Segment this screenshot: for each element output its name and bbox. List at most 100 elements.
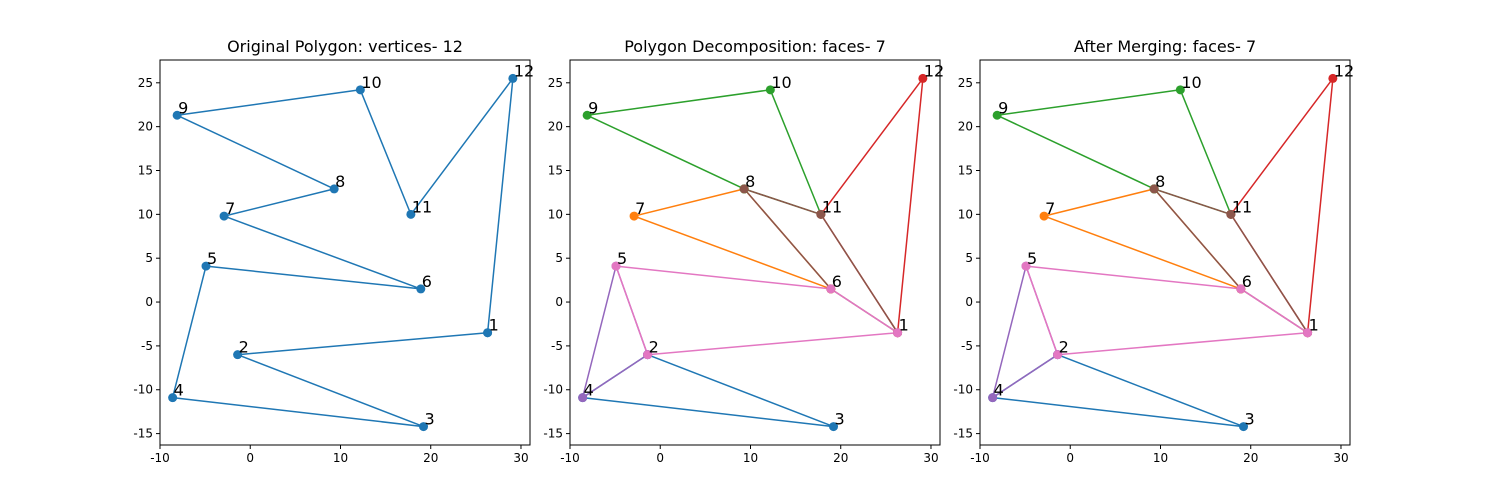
vertex-label: 2: [649, 338, 659, 357]
vertex-point: [582, 110, 592, 120]
vertex-label: 3: [1245, 410, 1255, 429]
vertex-label: 12: [514, 61, 534, 80]
vertex-point: [419, 422, 429, 432]
vertex-point: [578, 393, 588, 403]
y-tick-label: 15: [548, 164, 563, 178]
vertex-point: [1021, 261, 1031, 271]
vertex-point: [643, 350, 653, 360]
subplot-title: Polygon Decomposition: faces- 7: [624, 37, 886, 56]
vertex-point: [1149, 184, 1159, 194]
y-tick-label: -5: [551, 339, 563, 353]
subplot-title: Original Polygon: vertices- 12: [227, 37, 463, 56]
y-tick-label: -10: [133, 383, 153, 397]
vertex-label: 8: [1155, 172, 1165, 191]
vertex-label: 4: [584, 381, 594, 400]
vertex-label: 7: [1045, 199, 1055, 218]
vertex-label: 5: [207, 249, 217, 268]
face-edges: [586, 89, 822, 216]
vertex-label: 10: [1181, 73, 1201, 92]
y-tick-label: 20: [138, 120, 153, 134]
vertex-label: 1: [489, 316, 499, 335]
vertex-label: 4: [174, 381, 184, 400]
vertex-label: 12: [924, 61, 944, 80]
vertex-point: [1303, 328, 1313, 338]
vertex-point: [172, 110, 182, 120]
x-tick-label: 20: [1243, 451, 1258, 465]
y-tick-label: 25: [548, 76, 563, 90]
face-edges: [1043, 188, 1242, 290]
face-edges: [996, 89, 1232, 216]
vertex-point: [201, 261, 211, 271]
y-tick-label: 20: [958, 120, 973, 134]
vertex-point: [1226, 209, 1236, 219]
x-tick-label: 0: [1066, 451, 1074, 465]
y-tick-label: 0: [145, 295, 153, 309]
vertex-point: [765, 85, 775, 95]
vertex-label: 6: [1242, 272, 1252, 291]
x-tick-label: 10: [333, 451, 348, 465]
vertex-point: [406, 209, 416, 219]
vertex-label: 3: [835, 410, 845, 429]
y-tick-label: 5: [965, 251, 973, 265]
y-tick-label: -5: [141, 339, 153, 353]
vertex-point: [483, 328, 493, 338]
vertex-point: [355, 85, 365, 95]
subplot-after-merging: After Merging: faces- 7 -10 0 10 20 30-15-10…: [953, 37, 1354, 465]
vertex-point: [611, 261, 621, 271]
y-tick-label: 5: [145, 251, 153, 265]
vertex-label: 12: [1334, 61, 1354, 80]
vertex-point: [219, 211, 229, 221]
vertex-point: [629, 211, 639, 221]
axes-frame: [159, 59, 531, 446]
vertex-label: 8: [745, 172, 755, 191]
vertex-point: [918, 73, 928, 83]
x-tick-label: -10: [970, 451, 990, 465]
vertex-label: 7: [635, 199, 645, 218]
y-tick-label: 15: [138, 164, 153, 178]
vertex-label: 10: [361, 73, 381, 92]
x-tick-label: 0: [656, 451, 664, 465]
vertex-label: 5: [1027, 249, 1037, 268]
y-tick-label: 10: [138, 207, 153, 221]
axes-frame: [569, 59, 941, 446]
y-tick-label: 5: [555, 251, 563, 265]
vertex-label: 5: [617, 249, 627, 268]
vertex-point: [988, 393, 998, 403]
axes-frame: [979, 59, 1351, 446]
vertex-label: 10: [771, 73, 791, 92]
x-tick-label: 10: [743, 451, 758, 465]
y-tick-label: -15: [133, 427, 153, 441]
vertex-label: 1: [899, 316, 909, 335]
x-tick-label: -10: [150, 451, 170, 465]
vertex-point: [739, 184, 749, 194]
x-tick-label: 30: [1333, 451, 1348, 465]
vertex-point: [816, 209, 826, 219]
subplot-polygon-decomposition: Polygon Decomposition: faces- 7 -10 0 10 20…: [543, 37, 944, 465]
vertex-label: 11: [822, 197, 842, 216]
x-tick-label: 30: [923, 451, 938, 465]
vertex-label: 11: [1232, 197, 1252, 216]
vertex-point: [1239, 422, 1249, 432]
vertex-point: [1175, 85, 1185, 95]
x-tick-label: -10: [560, 451, 580, 465]
x-tick-label: 30: [513, 451, 528, 465]
vertex-label: 2: [1059, 338, 1069, 357]
subplot-original-polygon: Original Polygon: vertices- 12 -10 0 10 20 3…: [133, 37, 534, 465]
vertex-label: 6: [832, 272, 842, 291]
y-tick-label: -15: [543, 427, 563, 441]
vertex-point: [1053, 350, 1063, 360]
vertex-label: 2: [239, 338, 249, 357]
vertex-point: [508, 73, 518, 83]
y-tick-label: 0: [965, 295, 973, 309]
y-tick-label: -15: [953, 427, 973, 441]
vertex-point: [893, 328, 903, 338]
y-tick-label: 25: [958, 76, 973, 90]
x-tick-label: 20: [833, 451, 848, 465]
subplot-title: After Merging: faces- 7: [1074, 37, 1256, 56]
face-edges: [581, 354, 835, 428]
x-tick-label: 20: [423, 451, 438, 465]
y-tick-label: 15: [958, 164, 973, 178]
face-edges: [581, 265, 649, 399]
vertex-point: [168, 393, 178, 403]
